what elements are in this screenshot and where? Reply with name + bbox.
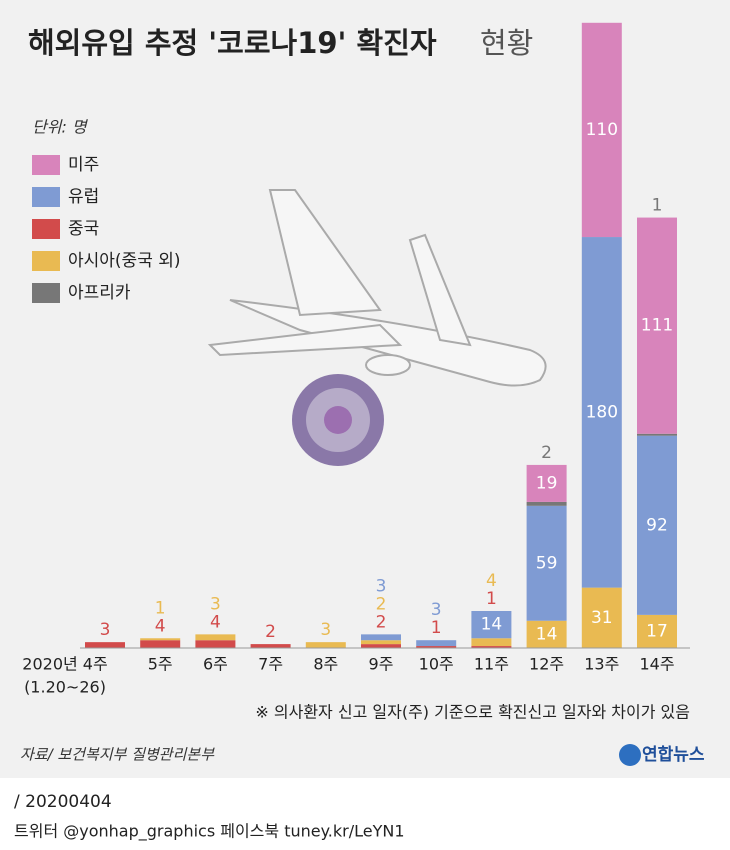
legend-label: 아프리카 xyxy=(68,283,131,303)
x-tick-label: 12주 xyxy=(529,655,564,674)
data-label: 110 xyxy=(586,120,618,140)
x-tick-label: 14주 xyxy=(639,655,674,674)
chart-title-suffix: 현황 xyxy=(480,26,533,60)
bar-segment xyxy=(140,638,181,641)
data-label: 1 xyxy=(431,618,442,638)
bar-segment xyxy=(581,237,622,588)
legend-swatch xyxy=(32,187,60,207)
data-label: 1 xyxy=(652,196,663,216)
legend-label: 유럽 xyxy=(68,187,99,207)
legend-label: 중국 xyxy=(68,219,99,239)
data-label: 2 xyxy=(541,443,552,463)
date: / 20200404 xyxy=(14,792,112,812)
chart-title: 해외유입 추정 '코로나19' 확진자 xyxy=(28,26,437,60)
x-tick-label: 10주 xyxy=(419,655,454,674)
bar-segment xyxy=(416,640,457,647)
x-tick-note: (1.20~26) xyxy=(24,678,106,697)
data-label: 4 xyxy=(210,612,221,632)
x-tick-label: 2020년 4주 xyxy=(22,655,107,674)
data-label: 4 xyxy=(155,616,166,636)
bar-segment xyxy=(637,435,677,615)
footer: 트위터 @yonhap_graphics 페이스북 tuney.kr/LeYN1 xyxy=(14,822,405,842)
note: ※ 의사환자 신고 일자(주) 기준으로 확진신고 일자와 차이가 있음 xyxy=(255,703,690,722)
bar-segment xyxy=(581,587,622,648)
bar-segment xyxy=(637,433,677,436)
data-label: 59 xyxy=(536,553,558,573)
bar-segment xyxy=(526,501,567,506)
data-label: 111 xyxy=(641,316,673,336)
bar-segment xyxy=(581,22,622,238)
unit: 단위: 명 xyxy=(32,118,89,137)
bar-segment xyxy=(471,646,512,648)
logo: 연합뉴스 xyxy=(619,744,705,766)
data-label: 2 xyxy=(265,622,276,642)
data-label: 3 xyxy=(100,620,111,640)
x-tick-label: 8주 xyxy=(313,655,338,674)
data-label: 2 xyxy=(376,612,387,632)
bar-segment xyxy=(637,217,677,434)
airplane xyxy=(207,189,547,387)
legend-label: 미주 xyxy=(68,155,99,175)
data-label: 180 xyxy=(586,402,618,422)
legend-label: 아시아(중국 외) xyxy=(68,251,181,271)
bar-segment xyxy=(195,640,236,648)
bar-segment xyxy=(526,464,567,502)
x-tick-label: 6주 xyxy=(203,655,228,674)
bar-segment xyxy=(361,640,401,645)
virus xyxy=(292,374,384,466)
bar-segment xyxy=(471,638,512,647)
bar-segment xyxy=(637,614,677,648)
bar-segment xyxy=(361,634,401,641)
data-label: 4 xyxy=(486,571,497,591)
legend-swatch xyxy=(32,283,60,303)
data-label: 14 xyxy=(481,615,503,635)
bar-segment xyxy=(305,642,346,648)
x-tick-label: 7주 xyxy=(258,655,283,674)
data-label: 17 xyxy=(646,621,668,641)
x-tick-label: 11주 xyxy=(474,655,509,674)
bar-segment xyxy=(361,644,401,648)
data-label: 1 xyxy=(155,598,166,618)
bar-segment xyxy=(471,610,512,639)
data-label: 3 xyxy=(376,576,387,596)
data-label: 2 xyxy=(376,594,387,614)
legend-swatch xyxy=(32,219,60,239)
bar-segment xyxy=(195,634,236,641)
x-tick-label: 9주 xyxy=(369,655,394,674)
data-label: 3 xyxy=(210,594,221,614)
data-label: 92 xyxy=(646,515,668,535)
data-label: 3 xyxy=(431,600,442,620)
bar-segment xyxy=(526,620,567,648)
data-label: 19 xyxy=(536,473,558,493)
legend-swatch xyxy=(32,251,60,271)
bar-segment xyxy=(526,505,567,621)
source: 자료/ 보건복지부 질병관리본부 xyxy=(20,746,215,764)
x-tick-label: 13주 xyxy=(584,655,619,674)
bar-segment xyxy=(140,640,181,648)
bar-segment xyxy=(250,644,291,648)
data-label: 14 xyxy=(536,624,558,644)
bar-segment xyxy=(85,642,125,648)
logo-text: 연합뉴스 xyxy=(642,744,705,765)
bar-segment xyxy=(416,646,457,648)
data-label: 3 xyxy=(320,620,331,640)
data-label: 1 xyxy=(486,589,497,609)
data-label: 31 xyxy=(591,608,613,628)
x-tick-label: 5주 xyxy=(148,655,173,674)
legend-swatch xyxy=(32,155,60,175)
